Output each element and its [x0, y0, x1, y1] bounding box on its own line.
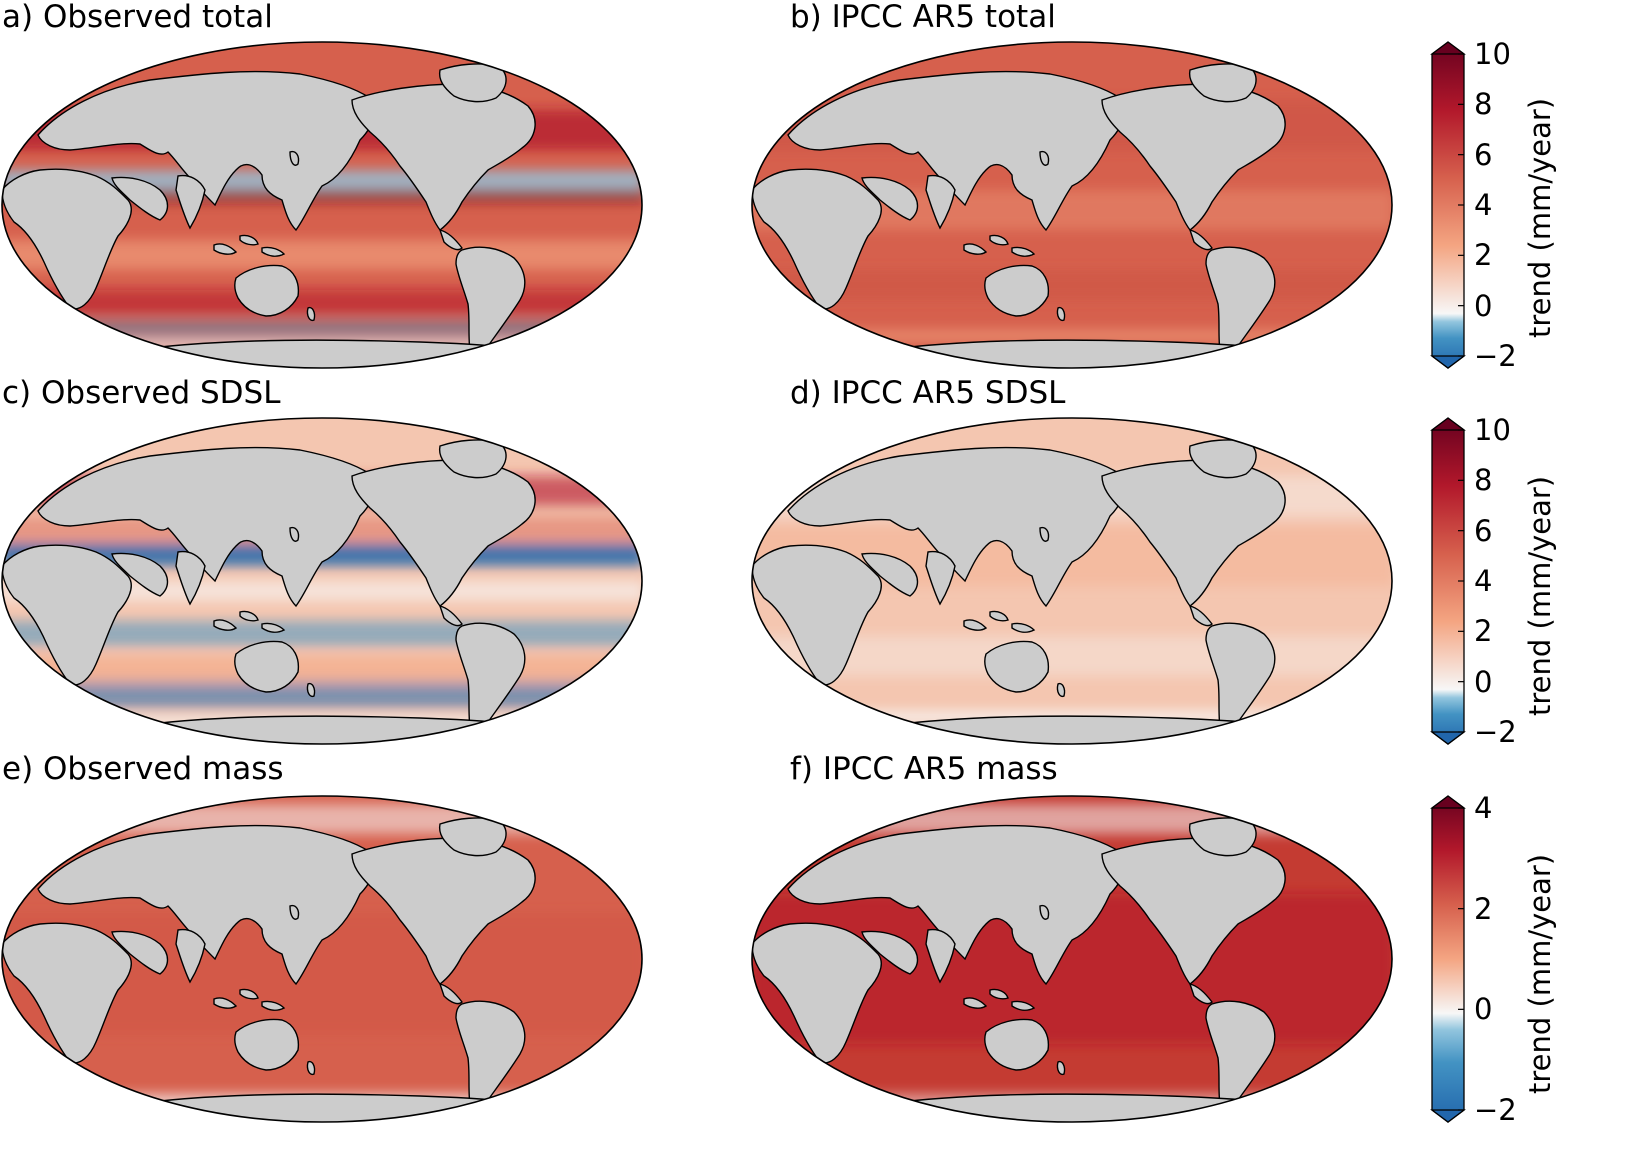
colorbar-extend-min — [1430, 1109, 1466, 1123]
panel-title-e: e) Observed mass — [2, 751, 284, 787]
panel-title-f: f) IPCC AR5 mass — [790, 751, 1058, 787]
colorbar-extend-min — [1430, 731, 1466, 745]
colorbar-tick-label: 2 — [1474, 238, 1493, 273]
colorbar-title-3: trend (mm/year) — [1523, 853, 1557, 1094]
colorbar-tick-label: 4 — [1474, 564, 1493, 598]
colorbar-tick-label: −2 — [1474, 715, 1517, 749]
colorbar-tick-label: 6 — [1474, 513, 1493, 548]
colorbar-tick-label: −2 — [1474, 339, 1517, 373]
colorbar-tick-label: 8 — [1474, 463, 1493, 498]
colorbar-tick-label: 4 — [1474, 188, 1493, 222]
colorbar-extend-max — [1430, 417, 1466, 431]
map-frame — [1, 795, 643, 1123]
panel-title-d: d) IPCC AR5 SDSL — [790, 375, 1066, 411]
map-panel-f — [751, 795, 1393, 1123]
colorbar-extend-max — [1430, 41, 1466, 55]
map-frame — [751, 41, 1393, 369]
colorbar-tick-label: 4 — [1474, 791, 1493, 825]
colorbar-extend-min — [1430, 355, 1466, 369]
colorbar-tick-label: 2 — [1474, 891, 1493, 926]
colorbar-extend-max — [1430, 795, 1466, 809]
colorbar-tick-label: 10 — [1474, 37, 1511, 71]
colorbar-tick-label: 0 — [1474, 664, 1493, 699]
panel-title-a: a) Observed total — [2, 0, 273, 35]
colorbar-tick-label: 2 — [1474, 614, 1493, 649]
panel-title-c: c) Observed SDSL — [2, 375, 281, 411]
colorbar-1 — [1430, 41, 1466, 369]
colorbar-2 — [1430, 417, 1466, 745]
colorbar-tick-label: −2 — [1474, 1093, 1517, 1127]
map-panel-b — [751, 41, 1393, 369]
colorbar-tick-label: 0 — [1474, 288, 1493, 323]
map-panel-e — [1, 795, 643, 1123]
colorbar-tick-label: 8 — [1474, 87, 1493, 122]
map-frame — [751, 795, 1393, 1123]
colorbar-title-2: trend (mm/year) — [1523, 475, 1557, 716]
colorbar-tick-label: 10 — [1474, 413, 1511, 447]
map-frame — [751, 417, 1393, 745]
colorbar-3 — [1430, 795, 1466, 1123]
panel-title-b: b) IPCC AR5 total — [790, 0, 1056, 35]
map-frame — [1, 417, 643, 745]
colorbar-tick-label: 0 — [1474, 992, 1493, 1027]
colorbar-gradient — [1431, 795, 1465, 1123]
map-panel-d — [751, 417, 1393, 745]
colorbar-title-1: trend (mm/year) — [1523, 97, 1557, 338]
map-frame — [1, 41, 643, 369]
map-panel-a — [1, 41, 643, 369]
map-panel-c — [1, 417, 643, 745]
colorbar-tick-label: 6 — [1474, 137, 1493, 172]
